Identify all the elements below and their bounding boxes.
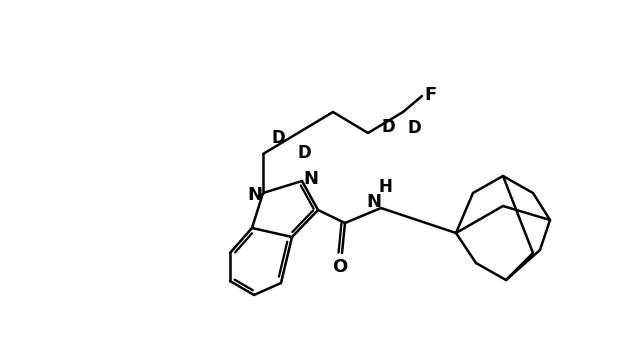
Text: D: D xyxy=(271,129,285,147)
Text: N: N xyxy=(303,170,319,188)
Text: D: D xyxy=(407,119,421,137)
Text: D: D xyxy=(297,144,311,162)
Text: D: D xyxy=(381,118,395,136)
Text: O: O xyxy=(332,258,348,276)
Text: F: F xyxy=(424,86,436,104)
Text: N: N xyxy=(367,193,382,211)
Text: N: N xyxy=(248,186,262,204)
Text: H: H xyxy=(378,178,392,196)
